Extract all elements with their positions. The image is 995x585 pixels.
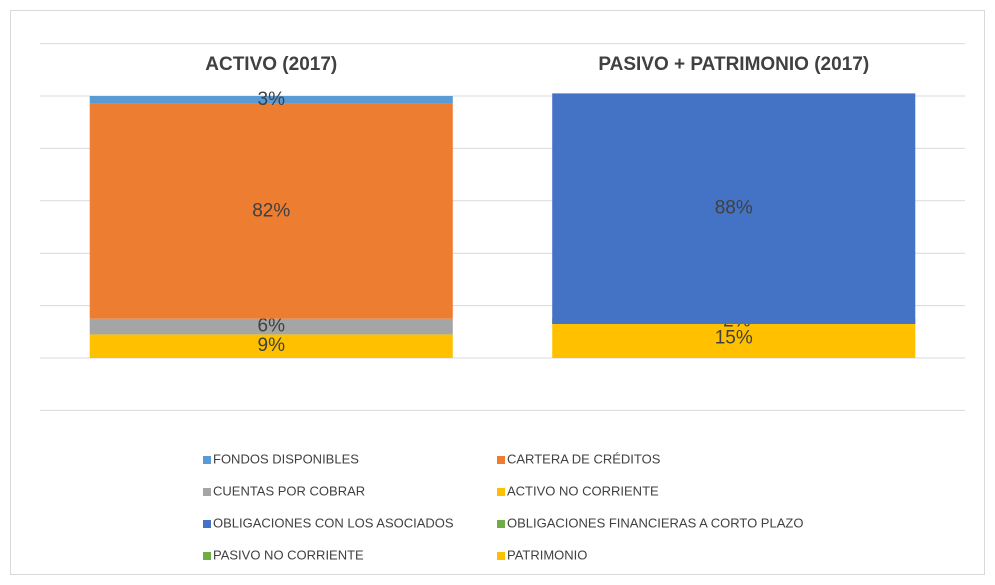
data-label: 15% [715, 327, 753, 348]
data-label: 9% [258, 335, 286, 356]
category-label: PASIVO + PATRIMONIO (2017) [598, 54, 869, 75]
legend-label: CARTERA DE CRÉDITOS [507, 451, 661, 466]
legend-label: OBLIGACIONES FINANCIERAS A CORTO PLAZO [507, 515, 803, 530]
data-label: 6% [258, 316, 286, 337]
legend-swatch [203, 552, 211, 560]
bar-segment [89, 334, 453, 358]
data-label: 82% [252, 200, 290, 221]
bar-segment [89, 103, 453, 319]
bar-segment [89, 318, 453, 335]
bar-segment [552, 93, 916, 324]
data-label: 3% [258, 89, 286, 110]
bar-segment [89, 96, 453, 104]
legend-swatch [497, 520, 505, 528]
legend-swatch [497, 488, 505, 496]
legend-label: CUENTAS POR COBRAR [213, 483, 365, 498]
data-label: 88% [715, 198, 753, 219]
legend-label: PATRIMONIO [507, 547, 587, 562]
legend-swatch [497, 552, 505, 560]
bar-segment [552, 318, 916, 358]
legend-swatch [203, 520, 211, 528]
legend-swatch [497, 456, 505, 464]
legend-label: PASIVO NO CORRIENTE [213, 547, 364, 562]
legend-label: FONDOS DISPONIBLES [213, 451, 359, 466]
legend-label: ACTIVO NO CORRIENTE [507, 483, 659, 498]
legend-label: OBLIGACIONES CON LOS ASOCIADOS [213, 515, 454, 530]
category-label: ACTIVO (2017) [205, 54, 337, 75]
legend-swatch [203, 456, 211, 464]
legend-swatch [203, 488, 211, 496]
